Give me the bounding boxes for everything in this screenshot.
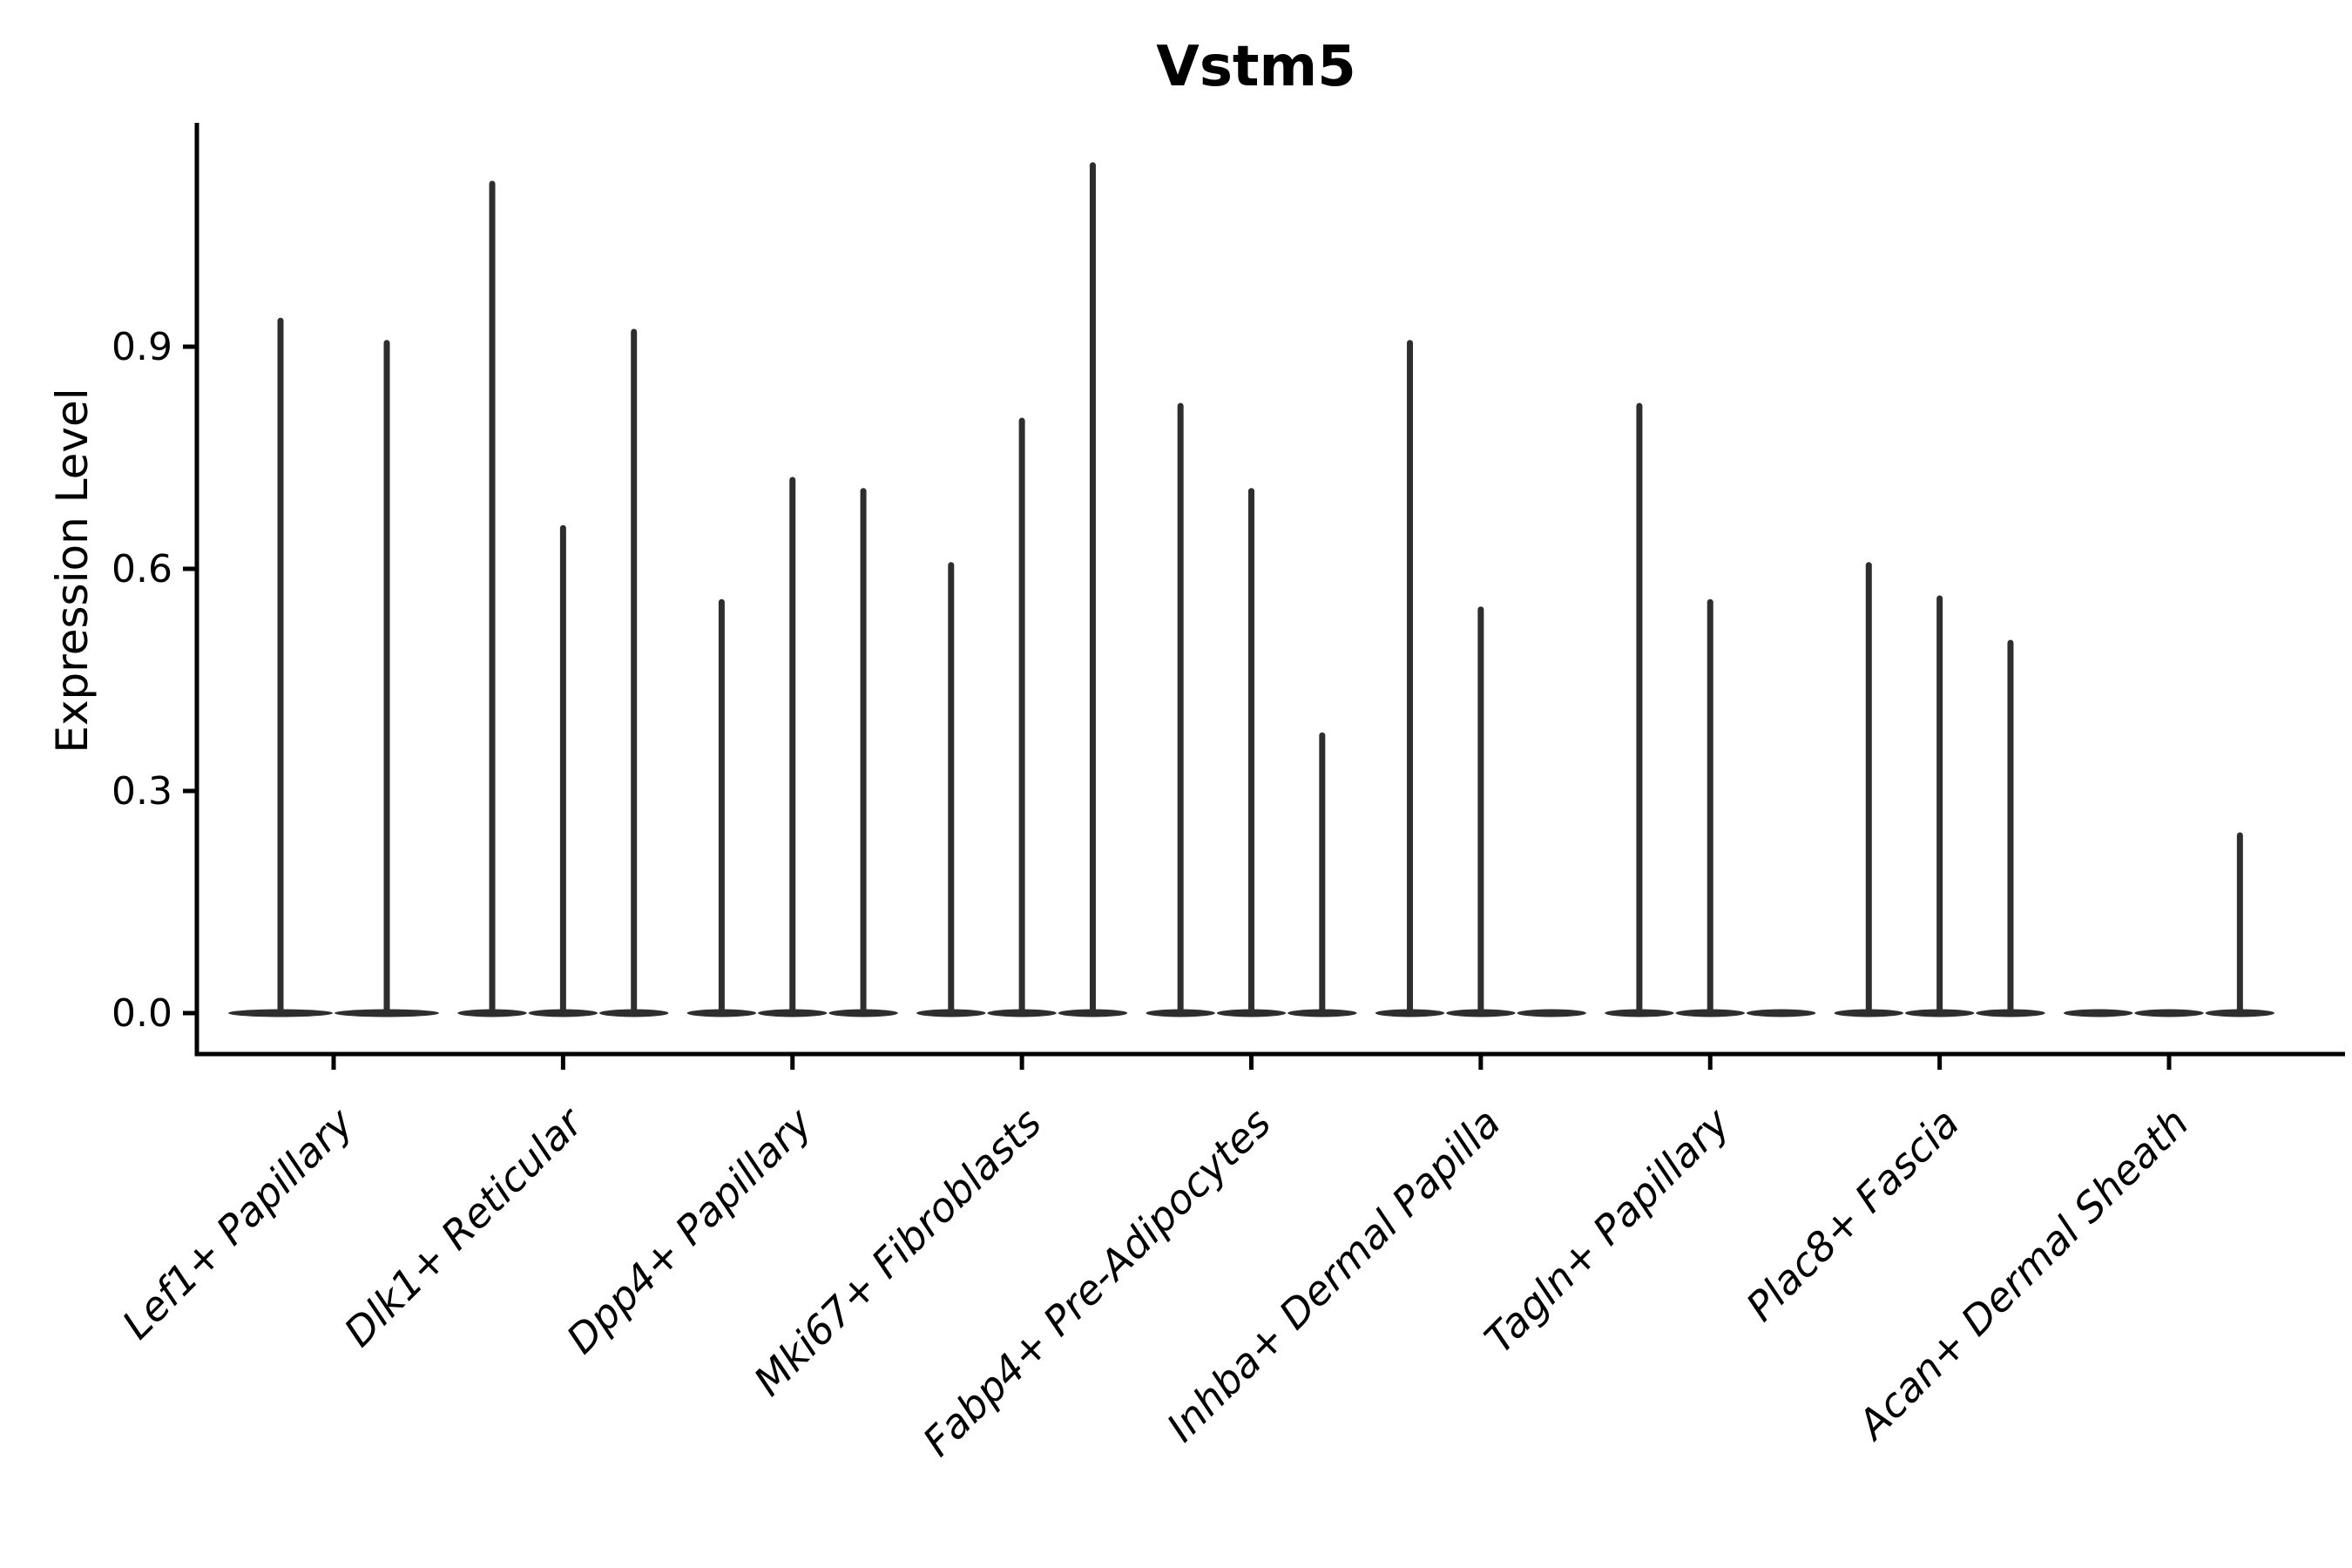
violin [1288, 732, 1357, 1017]
violin [457, 180, 527, 1017]
axes-layer [183, 123, 2345, 1070]
violin [1605, 402, 1674, 1017]
violin [1904, 595, 1975, 1017]
violin [2205, 832, 2274, 1017]
violin [2064, 1009, 2133, 1017]
violin [1746, 1009, 1816, 1017]
violin-base [2064, 1009, 2133, 1017]
violin [1446, 606, 1516, 1017]
violin [335, 340, 439, 1017]
y-axis-label: Expression Level [47, 388, 98, 753]
violin [1058, 162, 1128, 1017]
violin [1517, 1009, 1586, 1017]
violin [1375, 340, 1445, 1017]
y-tick-label: 0.9 [112, 325, 172, 369]
violins-layer [228, 162, 2274, 1017]
y-tick-label: 0.6 [112, 547, 172, 591]
x-tick-label: Tagln+ Papillary [1476, 1098, 1740, 1362]
x-tick-label: Plac8+ Fascia [1737, 1099, 1968, 1330]
violin [916, 562, 986, 1017]
x-tick-label: Dlk1+ Reticular [335, 1097, 594, 1355]
x-tick-label: Lef1+ Papillary [113, 1098, 362, 1348]
violin [1675, 598, 1745, 1017]
violin-base [1746, 1009, 1816, 1017]
violin [2134, 1009, 2204, 1017]
plot-title: Vstm5 [1156, 35, 1355, 99]
violin [758, 476, 828, 1017]
violin-base [1517, 1009, 1586, 1017]
violin-base [2134, 1009, 2204, 1017]
violin [828, 488, 898, 1017]
violin [528, 524, 598, 1017]
violin [987, 417, 1057, 1017]
x-tick-label: Dpp4+ Papillary [558, 1098, 821, 1362]
violin [686, 598, 757, 1017]
y-tick-label: 0.0 [112, 991, 172, 1036]
violin [1834, 562, 1903, 1017]
y-tick-label: 0.3 [112, 769, 172, 814]
violin [599, 328, 669, 1017]
violin [1216, 488, 1287, 1017]
violin [1146, 402, 1215, 1017]
violin [1976, 639, 2045, 1017]
violin [228, 317, 333, 1017]
